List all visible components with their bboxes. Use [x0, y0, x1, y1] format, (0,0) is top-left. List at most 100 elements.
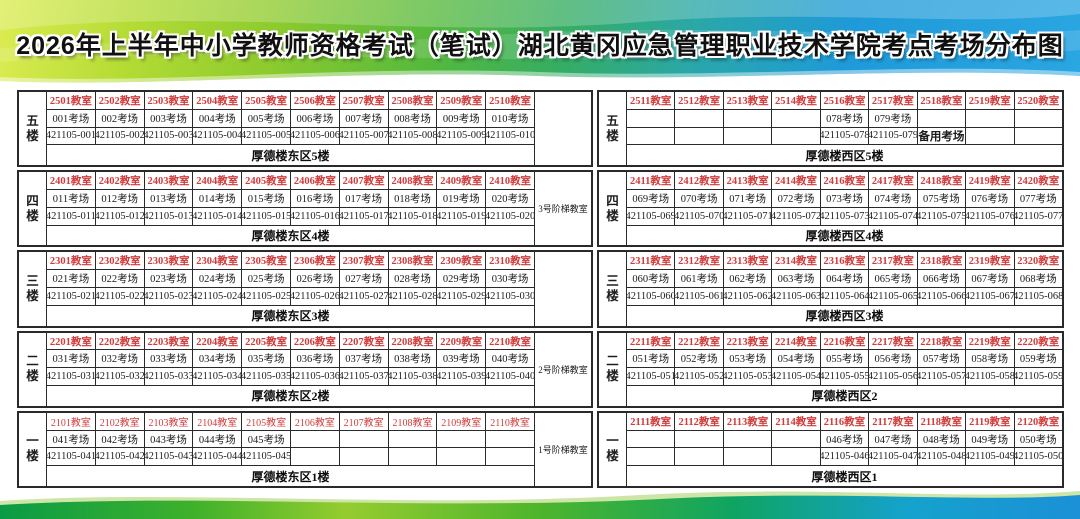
exam-room-cell: 060考场	[627, 270, 676, 287]
exam-room-cell	[437, 430, 487, 448]
site-code-cell: 421105-005	[242, 127, 291, 145]
exam-room-cell: 044考场	[193, 430, 243, 448]
exam-room-cell: 069考场	[627, 190, 676, 207]
site-code-cell: 421105-042	[96, 448, 145, 466]
site-code-cell: 421105-045	[242, 448, 291, 466]
exam-room-cell: 011考场	[47, 190, 96, 207]
site-code-cell: 421105-017	[340, 207, 389, 225]
site-code-cell: 421105-006	[291, 127, 340, 145]
floor-rows: 2301教室 2302教室 2303教室 2304教室 2305教室 2306教室 2307…	[47, 252, 534, 325]
floor-rows: 2501教室 2502教室 2503教室 2504教室 2505教室 2506教室 2507…	[47, 92, 534, 165]
header-band: 2026年上半年中小学教师资格考试（笔试）湖北黄冈应急管理职业技术学院考点考场分…	[0, 0, 1080, 89]
room-cell: 2514教室	[772, 92, 821, 109]
header-bottom-wave-decoration	[0, 68, 1080, 89]
table-row: 060考场 061考场 062考场 063考场 064考场 065考场 066考场 067考场…	[627, 270, 1062, 288]
floor-block: 三楼 2311教室 2312教室 2313教室 2314教室 2316教室 2317教室 23…	[597, 250, 1064, 328]
exam-room-cell: 074考场	[869, 190, 918, 207]
exam-room-cell: 054考场	[772, 350, 821, 368]
exam-room-cell: 038考场	[389, 350, 438, 368]
table-row: 2301教室 2302教室 2303教室 2304教室 2305教室 2306教室 2307…	[47, 252, 534, 271]
room-cell: 2217教室	[869, 332, 918, 350]
site-code-cell: 421105-070	[675, 207, 724, 225]
site-code-cell: 421105-013	[145, 207, 194, 225]
room-cell: 2218教室	[918, 332, 967, 350]
page-title: 2026年上半年中小学教师资格考试（笔试）湖北黄冈应急管理职业技术学院考点考场分…	[16, 32, 1064, 60]
exam-room-cell: 021考场	[47, 270, 96, 287]
site-code-cell: 421105-035	[242, 368, 291, 385]
stair-classroom-label: 1号阶梯教室	[534, 412, 591, 487]
site-code-cell	[291, 448, 340, 466]
room-cell: 2314教室	[772, 252, 821, 270]
west-table: 五楼 2511教室 2512教室 2513教室 2514教室 2516教室 2517教室 25…	[597, 90, 1064, 489]
room-cell: 2113教室	[724, 412, 773, 430]
room-cell: 2105教室	[242, 412, 291, 430]
table-row: 2101教室 2102教室 2103教室 2104教室 2105教室 2106教室 2107…	[47, 412, 534, 431]
exam-room-cell	[724, 109, 773, 127]
room-cell: 2501教室	[47, 92, 96, 109]
room-cell: 2202教室	[96, 332, 145, 350]
room-cell: 2316教室	[821, 252, 870, 270]
table-row: 421105-031 421105-032 421105-033 421105-034…	[47, 368, 534, 386]
table-row: 069考场 070考场 071考场 072考场 073考场 074考场 075考场 076考场…	[627, 190, 1062, 208]
floor-label: 五楼	[599, 92, 627, 166]
room-cell: 2509教室	[437, 92, 487, 109]
site-code-cell: 421105-016	[291, 207, 340, 225]
room-cell: 2308教室	[389, 252, 438, 270]
exam-room-cell: 065考场	[869, 270, 918, 287]
site-code-cell: 421105-052	[675, 368, 724, 385]
exam-room-cell	[966, 109, 1015, 127]
exam-room-cell: 075考场	[918, 190, 967, 207]
site-code-cell: 421105-037	[340, 368, 389, 385]
exam-room-cell: 052考场	[675, 350, 724, 368]
room-cell: 2511教室	[627, 92, 676, 109]
room-cell: 2502教室	[96, 92, 145, 109]
site-code-cell: 421105-068	[1014, 290, 1062, 302]
exam-room-cell	[1015, 110, 1062, 127]
room-cell: 2416教室	[821, 172, 870, 189]
floor-rows: 2401教室 2402教室 2403教室 2404教室 2405教室 2406教室 2407…	[47, 172, 534, 245]
room-cell: 2513教室	[724, 92, 773, 109]
exam-room-cell: 025考场	[242, 270, 291, 287]
site-code-cell: 421105-061	[675, 288, 724, 305]
room-cell: 2301教室	[47, 252, 96, 270]
section-footer: 厚德楼东区3楼	[251, 309, 330, 324]
exam-room-cell: 046考场	[821, 430, 870, 448]
exam-room-cell: 043考场	[145, 430, 194, 448]
section-footer: 厚德楼东区5楼	[251, 148, 330, 163]
exam-room-cell	[772, 430, 821, 448]
site-code-cell: 421105-043	[145, 448, 194, 466]
exam-room-cell: 061考场	[675, 270, 724, 287]
room-cell: 2207教室	[340, 332, 389, 350]
exam-room-cell: 019考场	[437, 190, 487, 207]
exam-room-cell: 003考场	[145, 109, 194, 127]
room-cell: 2506教室	[291, 92, 340, 109]
site-code-cell: 421105-071	[724, 207, 773, 225]
floor-rows: 2511教室 2512教室 2513教室 2514教室 2516教室 2517教室 2518…	[627, 92, 1062, 165]
room-cell: 2118教室	[918, 412, 967, 430]
site-code-cell: 421105-027	[340, 288, 389, 305]
exam-room-cell: 058考场	[966, 350, 1015, 368]
content-panel: 五楼 2501教室 2502教室 2503教室 2504教室 2505教室 2506教室 25…	[0, 86, 1080, 519]
site-code-cell: 421105-010	[486, 130, 534, 142]
room-cell: 2504教室	[193, 92, 243, 109]
floor-label: 三楼	[599, 252, 627, 326]
site-code-cell: 421105-076	[966, 207, 1015, 225]
exam-room-cell: 041考场	[47, 430, 96, 448]
exam-room-cell: 079考场	[869, 109, 918, 127]
room-cell: 2311教室	[627, 252, 676, 270]
table-row: 2311教室 2312教室 2313教室 2314教室 2316教室 2317教室 2318…	[627, 252, 1062, 271]
floor-label: 一楼	[599, 412, 627, 487]
exam-room-cell: 020考场	[491, 193, 529, 205]
site-code-cell	[627, 127, 676, 145]
room-cell: 2205教室	[242, 332, 291, 350]
site-code-cell	[675, 448, 724, 466]
section-footer: 厚德楼西区5楼	[805, 148, 884, 163]
exam-room-cell: 012考场	[96, 190, 145, 207]
site-code-cell	[675, 127, 724, 145]
room-cell: 2503教室	[145, 92, 194, 109]
site-code-cell: 421105-050	[1014, 451, 1062, 463]
exam-room-cell: 062考场	[724, 270, 773, 287]
floor-label: 二楼	[599, 332, 627, 406]
exam-room-cell: 072考场	[772, 190, 821, 207]
exam-room-cell: 077考场	[1019, 193, 1057, 205]
